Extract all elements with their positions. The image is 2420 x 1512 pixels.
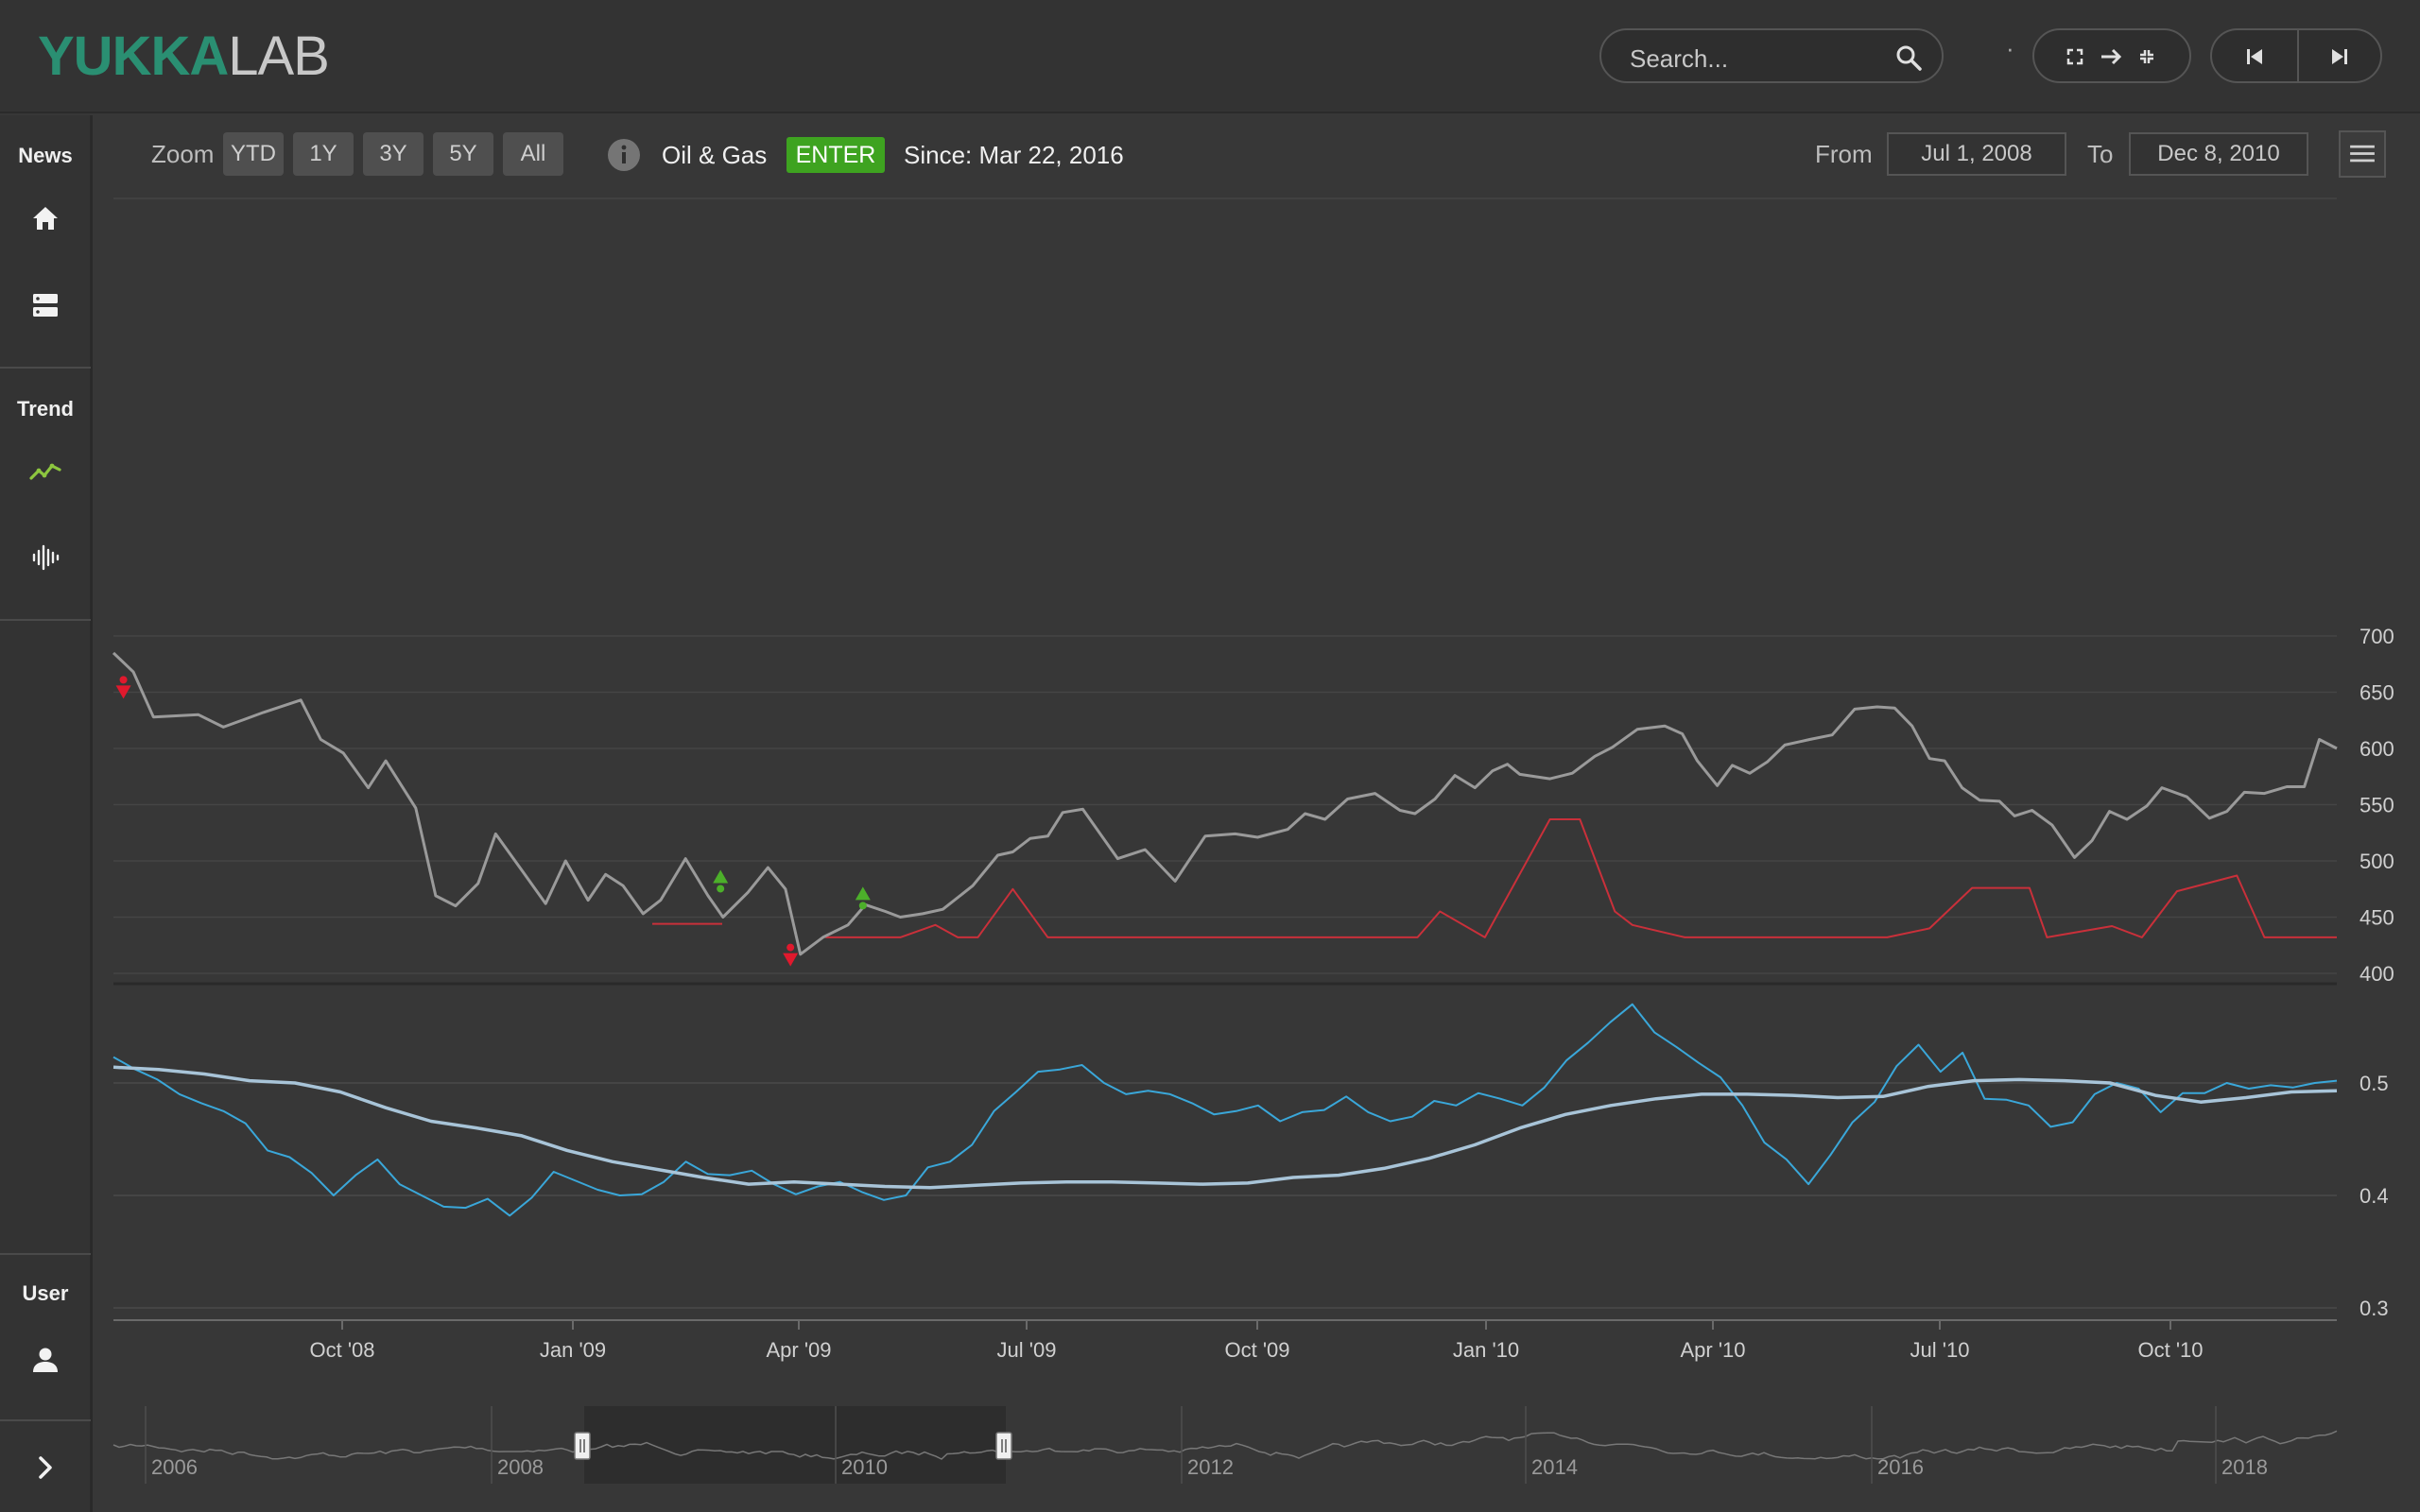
y-tick-label: 700 xyxy=(2360,625,2394,648)
view-controls xyxy=(2032,28,2191,83)
logo-light: LAB xyxy=(228,26,330,87)
buy-marker-dot xyxy=(717,885,725,893)
to-label: To xyxy=(2087,140,2114,168)
x-tick-label: Jul '09 xyxy=(997,1338,1057,1362)
y-tick-label: 0.5 xyxy=(2360,1072,2389,1095)
signal-line xyxy=(825,818,2337,938)
skip-forward-icon[interactable] xyxy=(2325,43,2354,71)
server-icon[interactable] xyxy=(29,289,61,321)
x-tick-label: Apr '10 xyxy=(1680,1338,1745,1362)
buy-marker xyxy=(855,886,871,901)
navigator-tick-label: 2008 xyxy=(497,1455,544,1479)
y-tick-label: 0.3 xyxy=(2360,1297,2389,1320)
buy-marker-dot xyxy=(858,902,867,910)
sidebar-label-news: News xyxy=(18,144,73,167)
navigator-handle-right xyxy=(995,1432,1012,1460)
sidebar-divider xyxy=(0,1419,91,1421)
sidebar-label-trend: Trend xyxy=(17,397,74,421)
zoom-3y-button[interactable]: 3Y xyxy=(363,132,424,176)
x-tick-label: Oct '10 xyxy=(2137,1338,2203,1362)
navigator-handle-left xyxy=(574,1432,591,1460)
separator-dot: · xyxy=(2006,34,2014,62)
sector-name: Oil & Gas xyxy=(662,141,768,169)
sidebar-divider xyxy=(0,1253,91,1255)
buy-marker xyxy=(713,869,729,884)
navigator-tick-label: 2014 xyxy=(1531,1455,1578,1479)
y-tick-label: 0.4 xyxy=(2360,1184,2389,1208)
y-tick-label: 650 xyxy=(2360,681,2394,705)
zoom-5y-button[interactable]: 5Y xyxy=(433,132,493,176)
navigator-selection xyxy=(584,1406,1006,1484)
navigator-line xyxy=(112,1430,2338,1460)
from-date-input[interactable]: Jul 1, 2008 xyxy=(1887,132,2066,176)
search-icon[interactable] xyxy=(1894,43,1923,72)
divider xyxy=(2297,30,2299,81)
search-box[interactable]: Search... xyxy=(1599,28,1944,83)
x-tick-label: Apr '09 xyxy=(766,1338,831,1362)
sell-marker xyxy=(115,685,131,699)
info-icon[interactable] xyxy=(607,138,641,172)
waveform-icon[interactable] xyxy=(29,541,61,574)
sell-marker xyxy=(783,953,799,967)
sentiment-line xyxy=(112,1003,2338,1217)
y-tick-label: 450 xyxy=(2360,906,2394,930)
sentiment-average-line xyxy=(112,1065,2338,1190)
sidebar: News Trend User xyxy=(0,115,93,1512)
x-tick-label: Jan '09 xyxy=(540,1338,606,1362)
x-tick-label: Oct '09 xyxy=(1224,1338,1289,1362)
exit-fullscreen-icon[interactable] xyxy=(2133,43,2161,71)
y-tick-label: 600 xyxy=(2360,737,2394,761)
y-tick-label: 550 xyxy=(2360,794,2394,817)
arrow-right-icon[interactable] xyxy=(2097,43,2125,71)
since-date: Since: Mar 22, 2016 xyxy=(904,141,1124,169)
skip-back-icon[interactable] xyxy=(2240,43,2269,71)
logo[interactable]: YUKKALAB xyxy=(38,26,330,87)
sidebar-label-user: User xyxy=(22,1281,69,1305)
to-date-input[interactable]: Dec 8, 2010 xyxy=(2129,132,2308,176)
x-tick-label: Jul '10 xyxy=(1910,1338,1970,1362)
x-tick-label: Jan '10 xyxy=(1453,1338,1519,1362)
navigator-tick-label: 2016 xyxy=(1877,1455,1924,1479)
chevron-right-icon[interactable] xyxy=(29,1452,61,1484)
sidebar-divider xyxy=(0,619,91,621)
playback-controls xyxy=(2210,28,2382,83)
trend-line-icon[interactable] xyxy=(29,455,61,488)
navigator-tick-label: 2012 xyxy=(1187,1455,1234,1479)
navigator-tick-label: 2010 xyxy=(841,1455,888,1479)
user-icon[interactable] xyxy=(29,1344,61,1376)
zoom-1y-button[interactable]: 1Y xyxy=(293,132,354,176)
sell-marker-dot xyxy=(119,676,128,684)
sidebar-divider xyxy=(0,367,91,369)
y-tick-label: 500 xyxy=(2360,850,2394,873)
x-tick-label: Oct '08 xyxy=(309,1338,374,1362)
sell-marker-dot xyxy=(786,943,795,952)
fullscreen-icon[interactable] xyxy=(2061,43,2089,71)
enter-signal-badge: ENTER xyxy=(786,137,885,173)
y-tick-label: 400 xyxy=(2360,962,2394,986)
search-input[interactable]: Search... xyxy=(1630,44,1729,73)
from-label: From xyxy=(1815,140,1873,168)
navigator-tick-label: 2018 xyxy=(2221,1455,2268,1479)
zoom-ytd-button[interactable]: YTD xyxy=(223,132,284,176)
price-line xyxy=(112,651,2338,956)
navigator-tick-label: 2006 xyxy=(151,1455,198,1479)
top-bar: YUKKALAB Search... · xyxy=(0,0,2420,113)
home-icon[interactable] xyxy=(29,202,61,234)
zoom-all-button[interactable]: All xyxy=(503,132,563,176)
zoom-label: Zoom xyxy=(151,140,215,168)
chart-menu-icon[interactable] xyxy=(2339,130,2386,178)
logo-bold: YUKKA xyxy=(38,26,229,87)
